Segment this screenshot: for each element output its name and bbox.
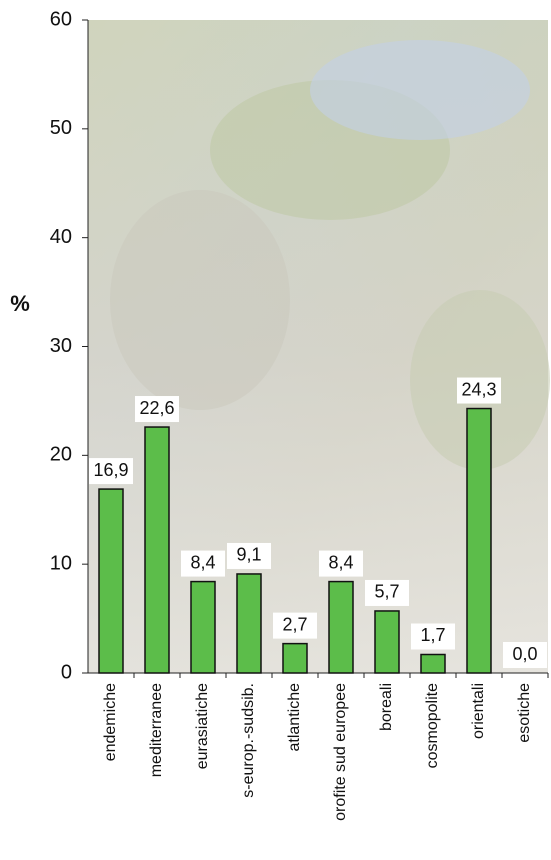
value-label: 8,4 <box>328 552 353 572</box>
bar <box>374 610 400 674</box>
y-tick-label: 30 <box>50 335 72 357</box>
bar <box>144 426 170 674</box>
y-tick-label: 40 <box>50 226 72 248</box>
y-tick-label: 50 <box>50 117 72 139</box>
bar <box>328 580 354 674</box>
value-label: 5,7 <box>374 582 399 602</box>
value-label-box <box>273 612 317 639</box>
x-tick-label: endemiche <box>102 683 119 761</box>
value-label-box <box>135 396 179 423</box>
value-label: 0,0 <box>512 644 537 664</box>
value-label-box <box>411 623 455 650</box>
value-label: 24,3 <box>461 379 496 399</box>
y-axis-label: % <box>10 291 30 316</box>
background-photo <box>88 20 550 673</box>
value-label: 9,1 <box>236 545 261 565</box>
value-label-box <box>89 458 133 485</box>
value-label: 8,4 <box>190 552 215 572</box>
bar <box>420 653 446 674</box>
x-tick-label: mediterranee <box>148 683 165 777</box>
value-label: 16,9 <box>93 460 128 480</box>
value-label: 1,7 <box>420 625 445 645</box>
x-tick-label: eurasiatiche <box>194 683 211 769</box>
value-label-box <box>503 642 547 668</box>
x-tick-label: atlantiche <box>286 683 303 752</box>
value-label-box <box>181 550 225 577</box>
value-label-box <box>365 579 409 606</box>
value-label: 22,6 <box>139 398 174 418</box>
value-label: 2,7 <box>282 614 307 634</box>
value-label-box <box>319 550 363 577</box>
bar <box>236 573 262 674</box>
value-label-box <box>227 542 271 569</box>
y-tick-label: 20 <box>50 444 72 466</box>
bar <box>98 488 124 674</box>
bar <box>190 580 216 674</box>
bar <box>282 642 308 674</box>
y-tick-label: 60 <box>50 8 72 30</box>
x-tick-label: cosmopolite <box>424 683 441 768</box>
y-tick-label: 0 <box>61 661 72 683</box>
value-label-box <box>457 377 501 404</box>
x-tick-label: s-europ.-sudsib. <box>240 683 257 798</box>
x-tick-label: orofite sud europee <box>332 683 349 821</box>
x-tick-label: orientali <box>470 683 487 739</box>
x-tick-label: esotiche <box>516 683 533 743</box>
bar <box>466 407 492 674</box>
y-tick-label: 10 <box>50 552 72 574</box>
x-tick-label: boreali <box>378 683 395 731</box>
